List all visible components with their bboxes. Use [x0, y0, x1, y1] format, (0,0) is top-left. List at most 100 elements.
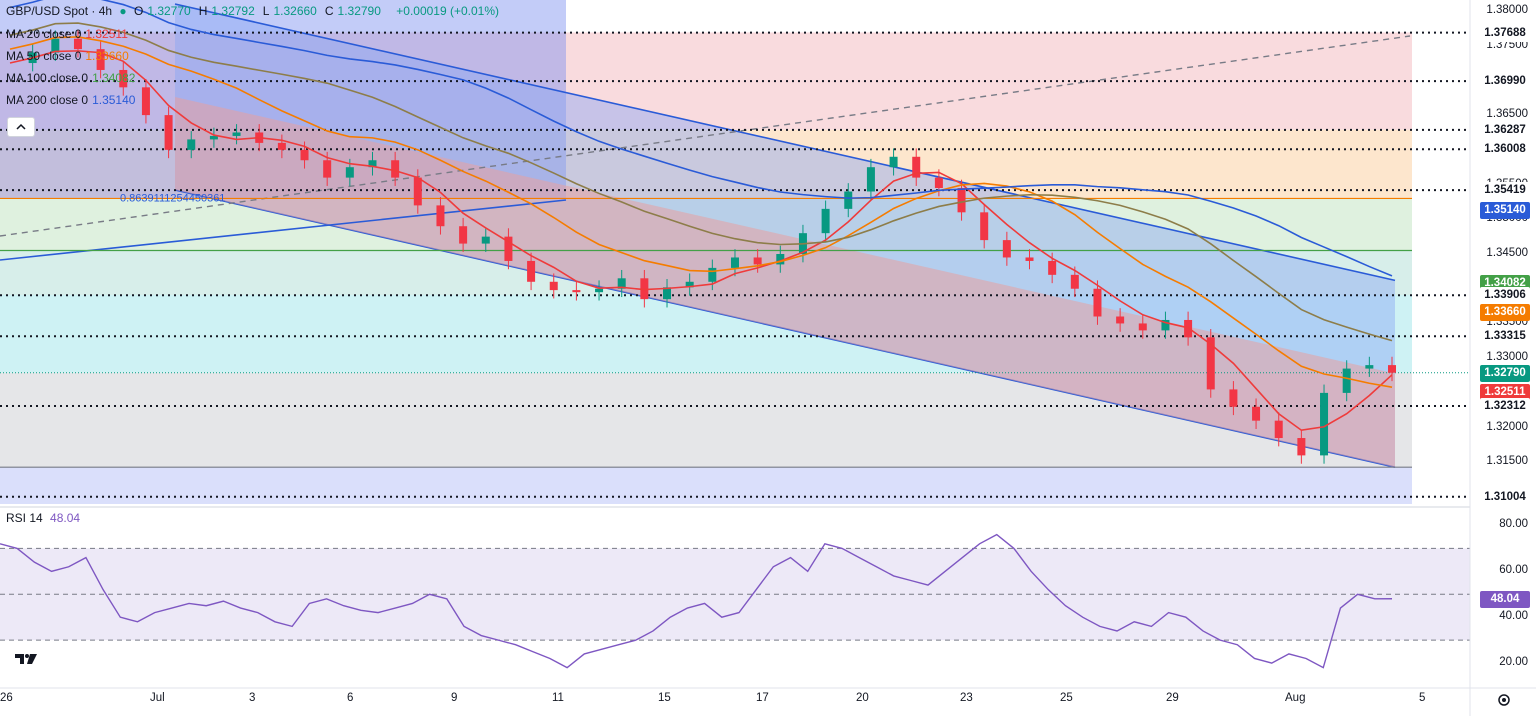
chevron-up-icon[interactable]: [7, 117, 35, 137]
ma-legend-label: MA 50 close 0: [6, 49, 82, 63]
ma-legend-value: 1.32511: [85, 27, 128, 41]
candle-body: [957, 188, 966, 213]
time-axis-label: 11: [552, 692, 564, 704]
ohlc-key: L: [262, 4, 270, 18]
candle-body: [708, 267, 717, 282]
price-level-tag: 1.35140: [1480, 201, 1530, 219]
rsi-legend[interactable]: RSI 14 48.04: [6, 511, 84, 525]
ohlc-o: O 1.32770: [134, 4, 195, 18]
rsi-value: 48.04: [50, 511, 81, 525]
candle-body: [572, 290, 581, 293]
fib-value-label: 0.8639111254450361: [120, 192, 225, 204]
candle-body: [889, 156, 898, 168]
candle-body: [368, 160, 377, 168]
ma-legend-row[interactable]: MA 200 close 0 1.35140: [6, 93, 139, 107]
time-axis-label: 6: [347, 692, 354, 704]
candle-body: [481, 236, 490, 244]
candle-body: [617, 278, 626, 289]
candle-body: [980, 212, 989, 241]
ma-legend-label: MA 100 close 0: [6, 71, 89, 85]
candle-body: [1297, 438, 1306, 456]
time-axis-label: 29: [1166, 692, 1179, 704]
ma-legend-row[interactable]: MA 50 close 0 1.33660: [6, 49, 133, 63]
candle-body: [912, 156, 921, 178]
time-axis-label: 5: [1419, 692, 1426, 704]
ohlc-c: C 1.32790: [325, 4, 385, 18]
candle-body: [436, 205, 445, 227]
price-axis-label: 1.36500: [1486, 108, 1528, 121]
candle-body: [730, 257, 739, 268]
price-level-tag: 1.32511: [1480, 384, 1530, 402]
candle-body: [527, 260, 536, 282]
ohlc-key: H: [198, 4, 208, 18]
price-change: +0.00019 (+0.01%): [396, 4, 500, 18]
price-level-tag: 1.35419: [1480, 182, 1530, 200]
ma-legend-row[interactable]: MA 20 close 0 1.32511: [6, 27, 132, 41]
price-axis-label: 1.38000: [1486, 3, 1528, 16]
ohlc-l: L 1.32660: [263, 4, 321, 18]
price-axis-label: 1.33000: [1486, 351, 1528, 364]
ma-legend-row[interactable]: MA 100 close 0 1.34082: [6, 71, 139, 85]
candle-body: [844, 191, 853, 209]
candle-body: [141, 87, 150, 116]
candle-body: [549, 281, 558, 291]
candle-body: [866, 167, 875, 192]
gear-icon[interactable]: [1496, 692, 1512, 708]
candle-body: [1274, 420, 1283, 439]
candle-body: [753, 257, 762, 265]
candle-body: [1093, 288, 1102, 317]
candle-body: [1388, 365, 1396, 373]
candle-body: [1138, 323, 1147, 331]
ohlc-key: O: [133, 4, 144, 18]
candle-body: [96, 49, 105, 70]
candle-body: [1229, 389, 1238, 407]
candle-body: [685, 281, 694, 288]
candle-body: [73, 38, 82, 50]
price-level-tag: 1.33660: [1480, 304, 1530, 322]
candle-body: [934, 177, 943, 189]
candle-body: [277, 142, 286, 150]
candle-body: [640, 278, 649, 300]
time-axis-label: 17: [756, 692, 769, 704]
ma50-line: [9, 36, 1393, 388]
rsi-value-tag: 48.04: [1480, 590, 1530, 608]
candle-body: [232, 132, 241, 136]
rsi-axis-label: 40.00: [1499, 610, 1528, 623]
ma100-line: [9, 22, 1393, 342]
ohlc-value: 1.32770: [147, 4, 191, 18]
ma-legend-label: MA 200 close 0: [6, 93, 89, 107]
symbol-legend: GBP/USD Spot · 4h ● O 1.32770 H 1.32792 L 1.3…: [6, 4, 503, 18]
time-axis-label: 25: [1060, 692, 1073, 704]
candle-body: [1048, 260, 1057, 275]
candle-body: [1365, 365, 1374, 369]
rsi-label: RSI 14: [6, 511, 43, 525]
price-level-tag: 1.36287: [1480, 121, 1530, 139]
ohlc-value: 1.32790: [337, 4, 381, 18]
price-axis-label: 1.37500: [1486, 38, 1528, 51]
price-level-tag: 1.36990: [1480, 73, 1530, 91]
market-status-dot: ●: [119, 4, 127, 18]
ma-legend-value: 1.34082: [92, 71, 136, 85]
candle-body: [504, 236, 513, 261]
price-level-tag: 1.32790: [1480, 364, 1530, 382]
candle-body: [1161, 319, 1170, 331]
tradingview-logo-icon[interactable]: [14, 652, 40, 666]
price-axis-label: 1.32000: [1486, 420, 1528, 433]
fib-zone-blue: [0, 467, 1412, 504]
time-axis-label: 26: [0, 692, 13, 704]
ohlc-value: 1.32792: [211, 4, 255, 18]
price-level-tag: 1.31004: [1480, 488, 1530, 506]
ohlc-values: O 1.32770 H 1.32792 L 1.32660 C 1.32790: [134, 4, 389, 18]
time-axis-label: Jul: [150, 692, 165, 704]
candle-body: [119, 69, 128, 88]
candle-body: [300, 149, 309, 161]
candle-body: [1025, 257, 1034, 261]
candle-body: [1002, 240, 1011, 258]
candle-body: [187, 139, 196, 150]
symbol-title[interactable]: GBP/USD Spot · 4h: [6, 4, 113, 18]
price-level-tag: 1.33315: [1480, 328, 1530, 346]
time-axis-label: Aug: [1285, 692, 1306, 704]
candle-body: [164, 115, 173, 150]
